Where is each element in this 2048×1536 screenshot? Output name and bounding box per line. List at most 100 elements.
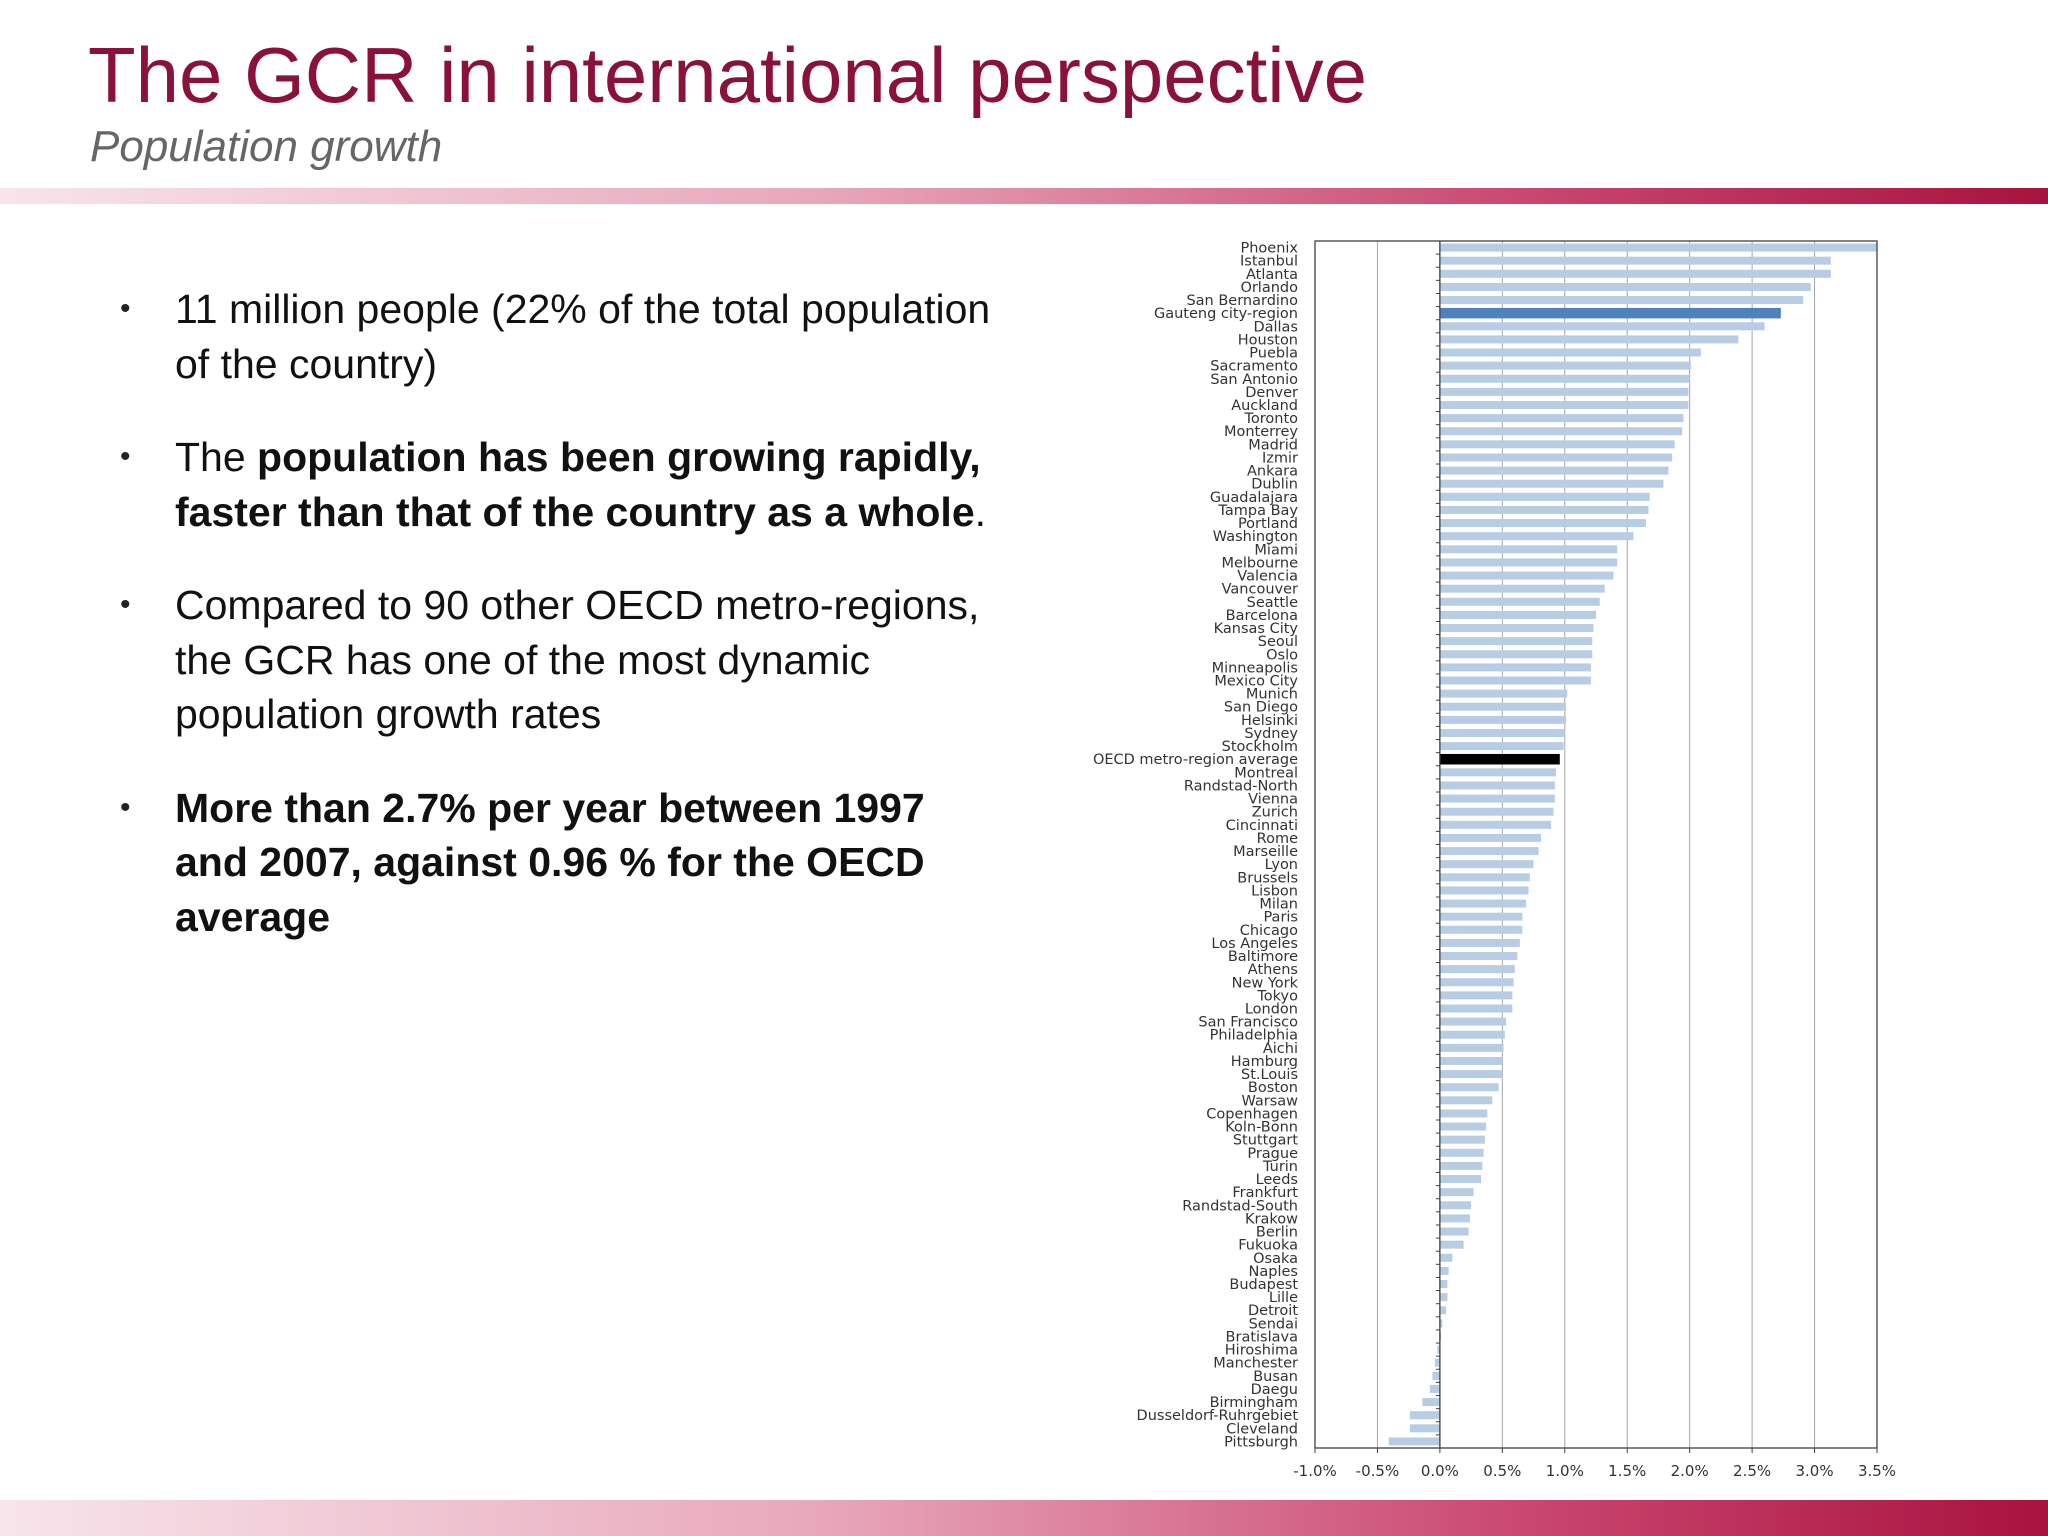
category-label: Daegu (1251, 1382, 1298, 1398)
category-label: Busan (1253, 1369, 1298, 1385)
bar (1439, 1319, 1443, 1328)
x-tick-label: 0.5% (1483, 1462, 1521, 1480)
bar (1439, 728, 1565, 737)
x-tick-label: 2.0% (1671, 1462, 1709, 1480)
bar (1439, 440, 1675, 449)
bar (1439, 1004, 1513, 1013)
category-label: Krakow (1245, 1211, 1298, 1227)
category-label: Berlin (1256, 1225, 1298, 1241)
bar (1439, 322, 1765, 331)
category-label: Portland (1238, 516, 1298, 532)
category-label: Lisbon (1251, 883, 1298, 899)
bar (1439, 753, 1560, 765)
category-label: Prague (1247, 1146, 1298, 1162)
bar (1439, 256, 1831, 265)
category-label: Philadelphia (1210, 1028, 1298, 1044)
category-label: Guadalajara (1210, 490, 1298, 506)
bar (1439, 1306, 1447, 1315)
category-label: Copenhagen (1206, 1106, 1298, 1122)
category-label: London (1245, 1001, 1298, 1017)
bar (1439, 1240, 1464, 1249)
category-label: Toronto (1243, 411, 1298, 427)
bar (1439, 978, 1514, 987)
slide-title: The GCR in international perspective (88, 31, 1367, 119)
category-label: Stockholm (1222, 739, 1298, 755)
category-label: Dublin (1251, 477, 1298, 493)
bar (1439, 558, 1618, 567)
category-label: Auckland (1231, 398, 1298, 414)
category-label: San Diego (1224, 700, 1298, 716)
category-label: New York (1232, 975, 1299, 991)
bar (1439, 689, 1568, 698)
bar (1439, 715, 1567, 724)
bar (1439, 492, 1650, 501)
bar (1439, 1135, 1485, 1144)
category-label: Manchester (1213, 1356, 1298, 1372)
category-label: San Bernardino (1186, 293, 1298, 309)
bar (1439, 1161, 1483, 1170)
x-tick-label: 3.0% (1796, 1462, 1834, 1480)
category-label: Washington (1213, 529, 1298, 545)
category-label: Osaka (1253, 1251, 1298, 1267)
category-label: Minneapolis (1212, 660, 1298, 676)
bullet-marker: • (120, 588, 131, 621)
bar (1439, 1017, 1507, 1026)
bar (1439, 414, 1684, 423)
bar (1439, 610, 1596, 619)
category-label: Monterrey (1224, 424, 1298, 440)
category-label: Gauteng city-region (1154, 306, 1298, 322)
bar (1439, 637, 1593, 646)
category-label: Boston (1248, 1080, 1298, 1096)
category-label: Sacramento (1210, 359, 1298, 375)
bar (1422, 1398, 1440, 1407)
bar (1434, 1358, 1440, 1367)
bar (1439, 282, 1811, 291)
x-tick-label: 1.0% (1546, 1462, 1584, 1480)
category-label: Milan (1259, 897, 1298, 913)
category-label: Kansas City (1214, 621, 1299, 637)
bullet-text: 11 million people (22% of the total popu… (175, 286, 991, 387)
category-label: San Francisco (1198, 1015, 1298, 1031)
bar (1439, 584, 1605, 593)
bar (1439, 545, 1618, 554)
bar (1409, 1411, 1440, 1420)
category-label: San Antonio (1210, 372, 1298, 388)
slide-subtitle: Population growth (90, 122, 443, 171)
category-label: St.Louis (1241, 1067, 1298, 1083)
category-label: Ankara (1247, 464, 1298, 480)
bar (1439, 702, 1567, 711)
category-label: Frankfurt (1232, 1185, 1298, 1201)
bar (1439, 676, 1592, 685)
bar (1439, 335, 1739, 344)
bar (1437, 1345, 1440, 1354)
category-label: Detroit (1248, 1303, 1298, 1319)
bullet-item: • More than 2.7% per year between 1997 an… (120, 781, 1000, 945)
bar (1439, 348, 1701, 357)
bullet-text: population has been growing rapidly, fas… (175, 434, 981, 535)
category-label: Rome (1257, 831, 1298, 847)
footer-band (0, 1500, 2048, 1536)
bar (1439, 952, 1518, 961)
bar (1439, 873, 1530, 882)
bar (1439, 781, 1555, 790)
category-label: Atlanta (1246, 267, 1298, 283)
category-label: Cincinnati (1226, 818, 1298, 834)
bar (1439, 807, 1554, 816)
category-label: Brussels (1237, 870, 1298, 886)
category-label: Zurich (1252, 805, 1298, 821)
category-label: Paris (1263, 910, 1298, 926)
x-tick-label: 0.0% (1421, 1462, 1459, 1480)
category-label: Madrid (1248, 437, 1298, 453)
category-label: Leeds (1256, 1172, 1298, 1188)
category-label: Turin (1262, 1159, 1298, 1175)
bar (1439, 1280, 1448, 1289)
bullet-marker: • (120, 440, 131, 473)
bar (1439, 296, 1804, 305)
bar (1439, 624, 1594, 633)
category-label: Birmingham (1210, 1395, 1298, 1411)
bar (1439, 912, 1523, 921)
category-label: Lyon (1265, 857, 1298, 873)
category-label: Pittsburgh (1224, 1434, 1298, 1450)
bullet-text: More than 2.7% per year between 1997 and… (175, 784, 925, 940)
